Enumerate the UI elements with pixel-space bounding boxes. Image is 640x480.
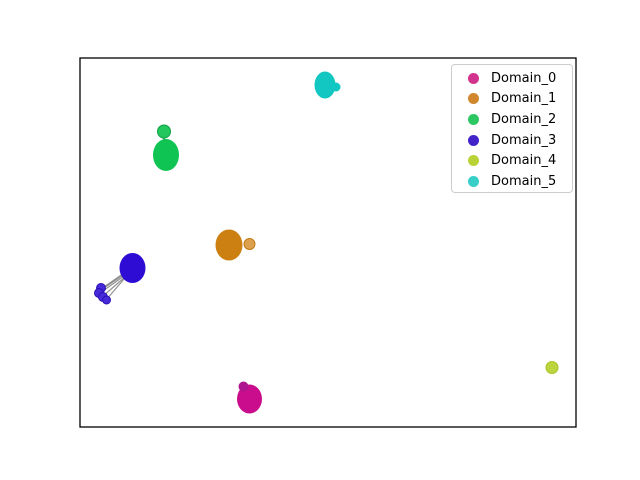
legend-item: Domain_2 xyxy=(462,109,572,130)
legend-item: Domain_0 xyxy=(462,68,572,89)
legend-item: Domain_1 xyxy=(462,89,572,110)
legend-marker-icon xyxy=(468,93,479,105)
legend-marker-icon xyxy=(468,72,479,84)
legend-marker-icon xyxy=(468,113,479,125)
scatter-cluster-blob xyxy=(153,139,179,171)
scatter-cluster-blob xyxy=(237,384,262,414)
legend: Domain_0 Domain_1 Domain_2 Domain_3 Doma… xyxy=(451,64,573,193)
scatter-cluster-blob xyxy=(314,71,336,99)
legend-label: Domain_0 xyxy=(491,70,557,86)
scatter-cluster-blob xyxy=(119,253,146,283)
scatter-cluster-blob xyxy=(243,238,256,250)
legend-marker-icon xyxy=(468,134,479,146)
scatter-cluster-blob xyxy=(157,124,171,139)
legend-label: Domain_1 xyxy=(491,91,557,107)
legend-item: Domain_5 xyxy=(462,171,572,192)
scatter-cluster-blob xyxy=(331,82,341,92)
legend-marker-icon xyxy=(468,155,479,167)
scatter-cluster-blob xyxy=(102,295,111,305)
legend-marker-icon xyxy=(468,175,479,187)
legend-label: Domain_4 xyxy=(491,153,557,169)
legend-item: Domain_3 xyxy=(462,130,572,151)
legend-label: Domain_2 xyxy=(491,111,557,127)
legend-label: Domain_5 xyxy=(491,173,557,189)
legend-item: Domain_4 xyxy=(462,150,572,171)
scatter-cluster-blob xyxy=(545,361,559,374)
legend-label: Domain_3 xyxy=(491,132,557,148)
scatter-cluster-blob xyxy=(215,229,243,261)
scatter-cluster-blob xyxy=(238,381,249,392)
